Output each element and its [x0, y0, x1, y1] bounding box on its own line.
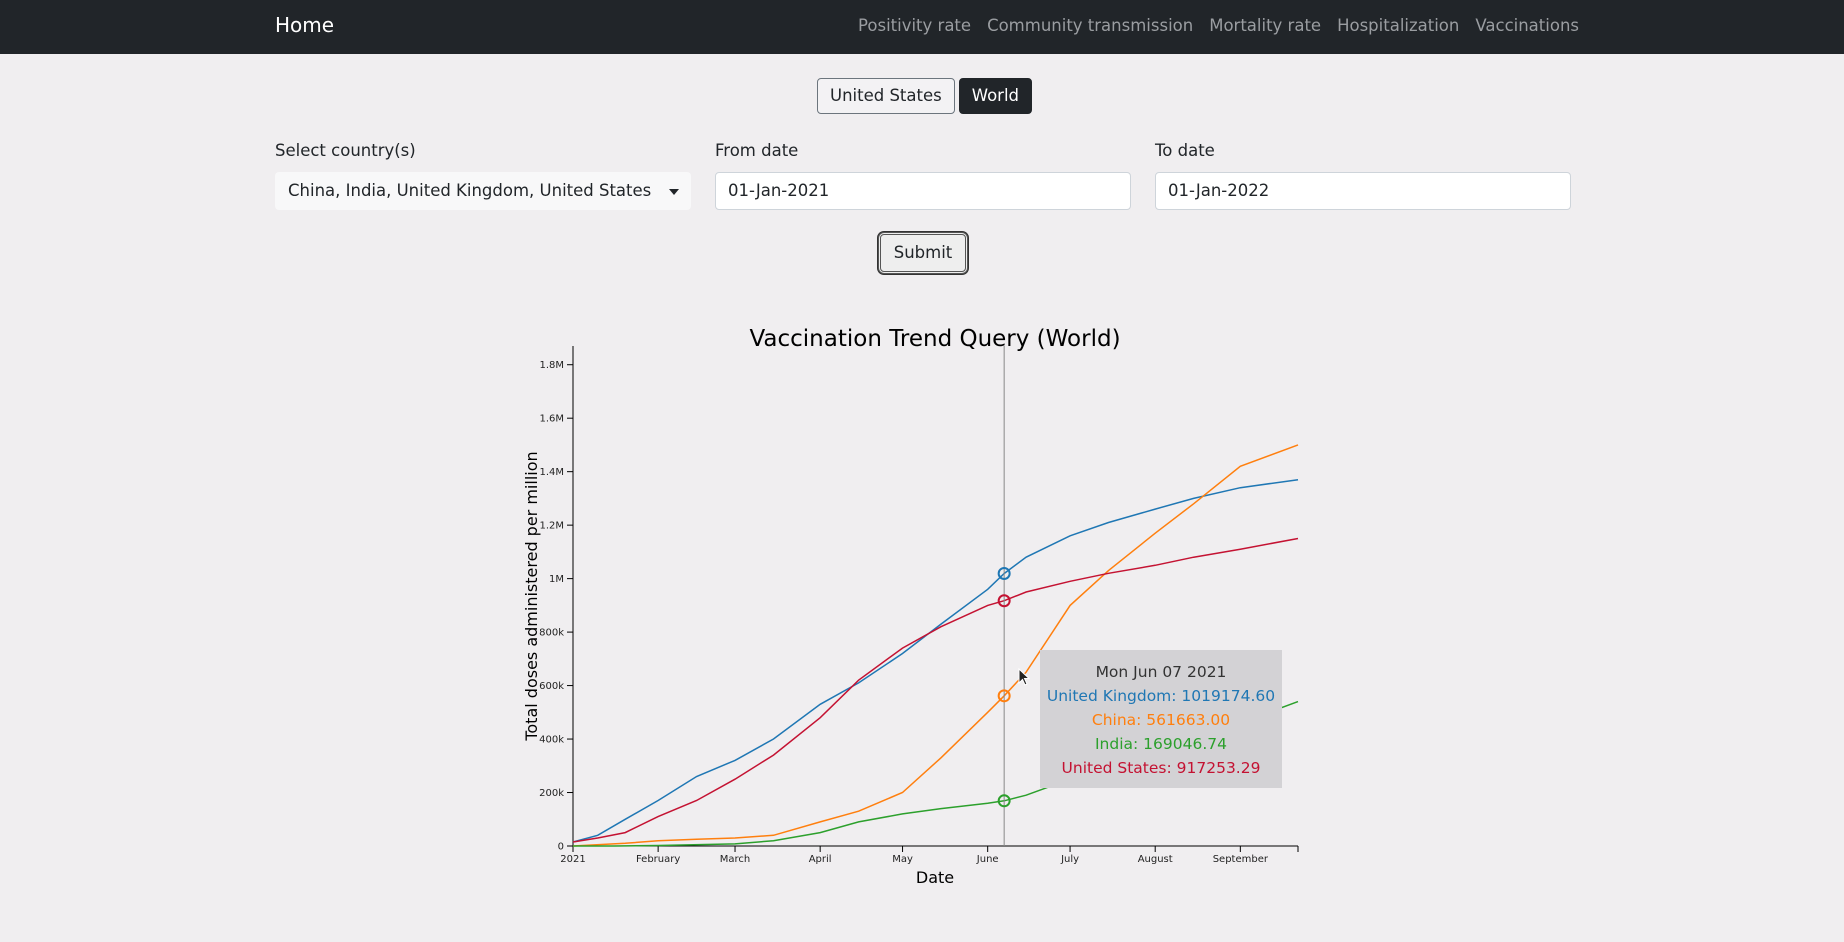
y-tick-label: 0	[558, 842, 564, 853]
nav-vaccinations[interactable]: Vaccinations	[1475, 16, 1579, 35]
top-navbar: Home Positivity rate Community transmiss…	[0, 0, 1844, 54]
x-tick-label: June	[976, 854, 999, 865]
x-tick-label: May	[892, 854, 913, 865]
hover-point-china	[997, 689, 1011, 703]
from-date-input[interactable]: 01-Jan-2021	[715, 172, 1131, 210]
chart-title: Vaccination Trend Query (World)	[749, 326, 1120, 352]
x-tick-label: August	[1138, 854, 1173, 865]
nav-mortality-rate[interactable]: Mortality rate	[1209, 16, 1322, 35]
submit-button[interactable]: Submit	[878, 232, 968, 274]
y-tick-label: 1M	[549, 574, 564, 585]
x-tick-label: February	[636, 854, 680, 865]
tooltip-india: India: 169046.74	[1094, 735, 1227, 753]
y-tick-label: 600k	[539, 681, 564, 692]
y-tick-label: 1.2M	[539, 521, 564, 532]
y-tick-label: 1.6M	[539, 414, 564, 425]
caret-down-icon	[669, 189, 679, 195]
chart-lines	[572, 444, 1299, 847]
home-link[interactable]: Home	[275, 13, 335, 37]
series-line-united-kingdom	[572, 478, 1299, 843]
mouse-cursor-icon	[1018, 668, 1031, 686]
from-date-label: From date	[715, 141, 799, 160]
tooltip-china: China: 561663.00	[1091, 711, 1231, 729]
nav-community-transmission[interactable]: Community transmission	[987, 16, 1194, 35]
to-date-label: To date	[1155, 141, 1215, 160]
x-axis-title: Date	[916, 868, 954, 887]
nav-links: Positivity rate Community transmission M…	[858, 16, 1579, 35]
hover-point-united-states	[997, 594, 1011, 608]
y-tick-label: 200k	[539, 788, 564, 799]
y-tick-label: 1.8M	[539, 360, 564, 371]
united-states-toggle[interactable]: United States	[817, 78, 955, 114]
y-tick-label: 400k	[539, 735, 564, 746]
tooltip-united-states: United States: 917253.29	[1061, 759, 1261, 777]
hover-point-india	[997, 794, 1011, 808]
to-date-input[interactable]: 01-Jan-2022	[1155, 172, 1571, 210]
tooltip-united-kingdom: United Kingdom: 1019174.60	[1046, 687, 1276, 705]
x-tick-label: April	[809, 854, 832, 865]
country-select-value: China, India, United Kingdom, United Sta…	[288, 181, 652, 200]
world-toggle[interactable]: World	[958, 78, 1033, 114]
chart-tooltip: Mon Jun 07 2021 United Kingdom: 1019174.…	[1040, 650, 1282, 788]
y-tick-label: 800k	[539, 628, 564, 639]
x-tick-label: September	[1213, 854, 1269, 865]
nav-positivity-rate[interactable]: Positivity rate	[858, 16, 972, 35]
y-axis-title: Total doses administered per million	[522, 451, 541, 741]
nav-hospitalization[interactable]: Hospitalization	[1337, 16, 1460, 35]
country-select-label: Select country(s)	[275, 141, 416, 160]
x-tick-label: July	[1060, 854, 1079, 865]
region-toggle: United States World	[817, 78, 1033, 114]
series-line-china	[572, 444, 1299, 847]
hover-point-united-kingdom	[997, 566, 1011, 580]
chart-axes: 0 200k 400k 600k 800k 1M 1.2M 1.4M 1.6M 1.8M 2021 F…	[539, 346, 1299, 865]
x-tick-label: March	[720, 854, 750, 865]
x-tick-label: 2021	[560, 854, 585, 865]
series-line-united-states	[572, 537, 1299, 843]
country-select[interactable]: China, India, United Kingdom, United Sta…	[275, 172, 691, 210]
y-tick-label: 1.4M	[539, 467, 564, 478]
tooltip-date: Mon Jun 07 2021	[1095, 663, 1227, 681]
chart-hover-layer	[997, 346, 1011, 846]
